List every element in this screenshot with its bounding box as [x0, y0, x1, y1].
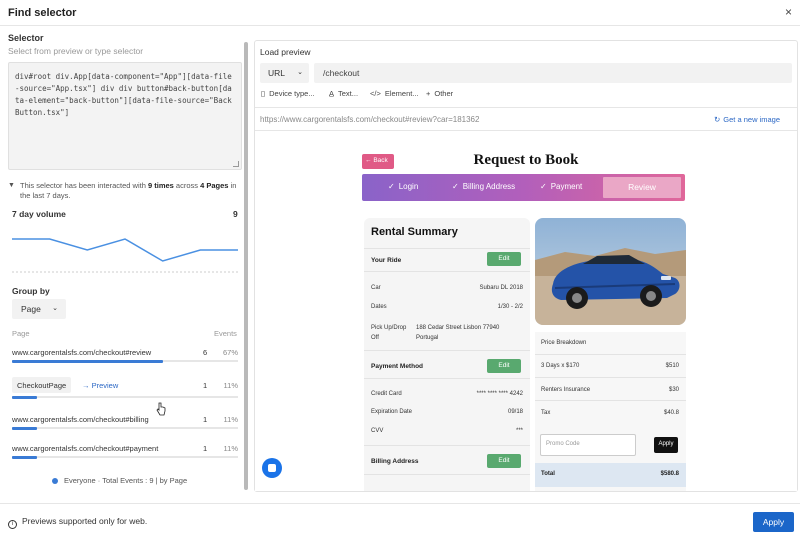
- chevron-down-icon[interactable]: ▼: [8, 182, 15, 189]
- group-by-label: Group by: [12, 286, 50, 296]
- chevron-down-icon: ⌄: [297, 69, 303, 76]
- table-row[interactable]: www.cargorentalsfs.com/checkout#billing …: [12, 415, 238, 443]
- load-preview-label: Load preview: [260, 47, 311, 57]
- car-photo: [535, 218, 686, 325]
- step-review: Review: [603, 177, 681, 198]
- step-billing: ✓ Billing Address: [452, 182, 516, 191]
- row-bar: [12, 396, 37, 399]
- step-payment: ✓ Payment: [540, 182, 583, 191]
- url-type-select[interactable]: URL ⌄: [260, 63, 309, 83]
- selector-textarea[interactable]: div#root div.App[data-component="App"][d…: [8, 62, 242, 170]
- promo-apply-button[interactable]: Apply: [654, 437, 678, 453]
- checkout-steps: ✓ Login ✓ Billing Address ✓ Payment Review: [362, 174, 685, 201]
- row-count: 6: [203, 348, 208, 357]
- legend-dot-icon: [52, 478, 58, 485]
- code-icon: </>: [370, 89, 381, 98]
- your-ride-heading: Your Ride: [371, 257, 402, 264]
- address-bar: https://www.cargorentalsfs.com/checkout#…: [255, 107, 797, 131]
- col-events: Events: [214, 329, 237, 338]
- chevron-down-icon: ⌄: [52, 305, 58, 312]
- volume-label: 7 day volume: [12, 209, 66, 219]
- selector-pane: Selector Select from preview or type sel…: [0, 26, 250, 496]
- row-bar: [12, 456, 37, 459]
- total-row: Total $580.8: [535, 463, 686, 487]
- table-row[interactable]: www.cargorentalsfs.com/checkout#payment …: [12, 444, 238, 472]
- row-pct: 11%: [223, 444, 238, 453]
- preview-page-title: Request to Book: [473, 152, 579, 168]
- row-url: www.cargorentalsfs.com/checkout#payment: [12, 444, 159, 453]
- back-button[interactable]: ← Back: [362, 154, 394, 169]
- check-icon: ✓: [388, 182, 395, 191]
- resize-handle-icon[interactable]: [233, 161, 239, 167]
- apply-button[interactable]: Apply: [753, 512, 794, 532]
- billing-address-heading: Billing Address: [371, 458, 419, 465]
- row-count: 1: [203, 415, 208, 424]
- row-bar: [12, 427, 37, 430]
- text-icon: A̲: [329, 89, 335, 98]
- table-row[interactable]: www.cargorentalsfs.com/checkout#review 6…: [12, 348, 238, 376]
- modal-footer: i Previews supported only for web. Apply: [0, 503, 800, 535]
- row-pct: 11%: [223, 381, 238, 390]
- col-page: Page: [12, 329, 30, 338]
- info-icon: i: [8, 520, 17, 529]
- preview-pane: Load preview URL ⌄ /checkout ▯ Device type…: [254, 40, 798, 492]
- check-icon: ✓: [540, 182, 547, 191]
- row-url: www.cargorentalsfs.com/checkout#billing: [12, 415, 149, 424]
- group-by-select[interactable]: Page ⌄: [12, 299, 66, 319]
- chart-legend: Everyone · Total Events : 9 | by Page: [52, 476, 187, 485]
- rental-summary-card: Rental Summary Your Ride Edit Car Subaru…: [364, 218, 530, 491]
- promo-code-input[interactable]: Promo Code: [540, 434, 636, 456]
- volume-sparkline: [12, 238, 238, 273]
- step-login: ✓ Login: [388, 182, 419, 191]
- edit-billing-button[interactable]: Edit: [487, 454, 521, 468]
- row-chip: CheckoutPage: [12, 377, 72, 393]
- summary-title: Rental Summary: [371, 226, 458, 238]
- scrollbar[interactable]: [244, 42, 248, 490]
- volume-value: 9: [233, 209, 238, 219]
- payment-method-heading: Payment Method: [371, 363, 424, 370]
- row-count: 1: [203, 444, 208, 453]
- device-type-tool[interactable]: ▯ Device type...: [261, 89, 315, 98]
- refresh-icon: ↻: [714, 115, 721, 124]
- price-breakdown-card: Price Breakdown 3 Days x $170 $510 Rente…: [535, 332, 686, 491]
- check-icon: ✓: [452, 182, 459, 191]
- row-pct: 11%: [223, 415, 238, 424]
- row-url: www.cargorentalsfs.com/checkout#review: [12, 348, 152, 357]
- row-count: 1: [203, 381, 208, 390]
- device-icon: ▯: [261, 89, 266, 98]
- preview-link[interactable]: → Preview: [82, 381, 119, 390]
- selector-help: Select from preview or type selector: [8, 46, 144, 56]
- close-icon[interactable]: ×: [784, 5, 792, 19]
- edit-ride-button[interactable]: Edit: [487, 252, 521, 266]
- footer-info: i Previews supported only for web.: [8, 516, 147, 529]
- element-tool[interactable]: </> Element...: [370, 89, 419, 98]
- row-pct: 67%: [222, 348, 238, 357]
- preview-url-input[interactable]: /checkout: [314, 63, 792, 83]
- table-row[interactable]: CheckoutPage → Preview 1 11%: [12, 377, 238, 409]
- selector-value: div#root div.App[data-component="App"][d…: [15, 72, 232, 117]
- preview-screenshot[interactable]: Request to Book ← Back ✓ Login ✓ Billing A…: [255, 132, 797, 491]
- edit-payment-button[interactable]: Edit: [487, 359, 521, 373]
- plus-icon: +: [426, 89, 431, 98]
- row-bar: [12, 360, 164, 363]
- modal-header: Find selector ×: [0, 0, 800, 26]
- arrow-left-icon: ←: [365, 157, 372, 164]
- address-url: https://www.cargorentalsfs.com/checkout#…: [260, 115, 480, 124]
- text-tool[interactable]: A̲ Text...: [329, 89, 359, 98]
- interaction-summary: ▼ This selector has been interacted with…: [8, 181, 237, 200]
- modal-title: Find selector: [8, 7, 77, 19]
- other-tool[interactable]: + Other: [426, 89, 454, 98]
- sparkline-series: [12, 238, 238, 262]
- new-image-button[interactable]: ↻ Get a new image: [714, 115, 780, 124]
- mouse-cursor-icon: [156, 402, 166, 416]
- selector-label: Selector: [8, 33, 44, 43]
- chat-bubble-icon[interactable]: [262, 458, 282, 478]
